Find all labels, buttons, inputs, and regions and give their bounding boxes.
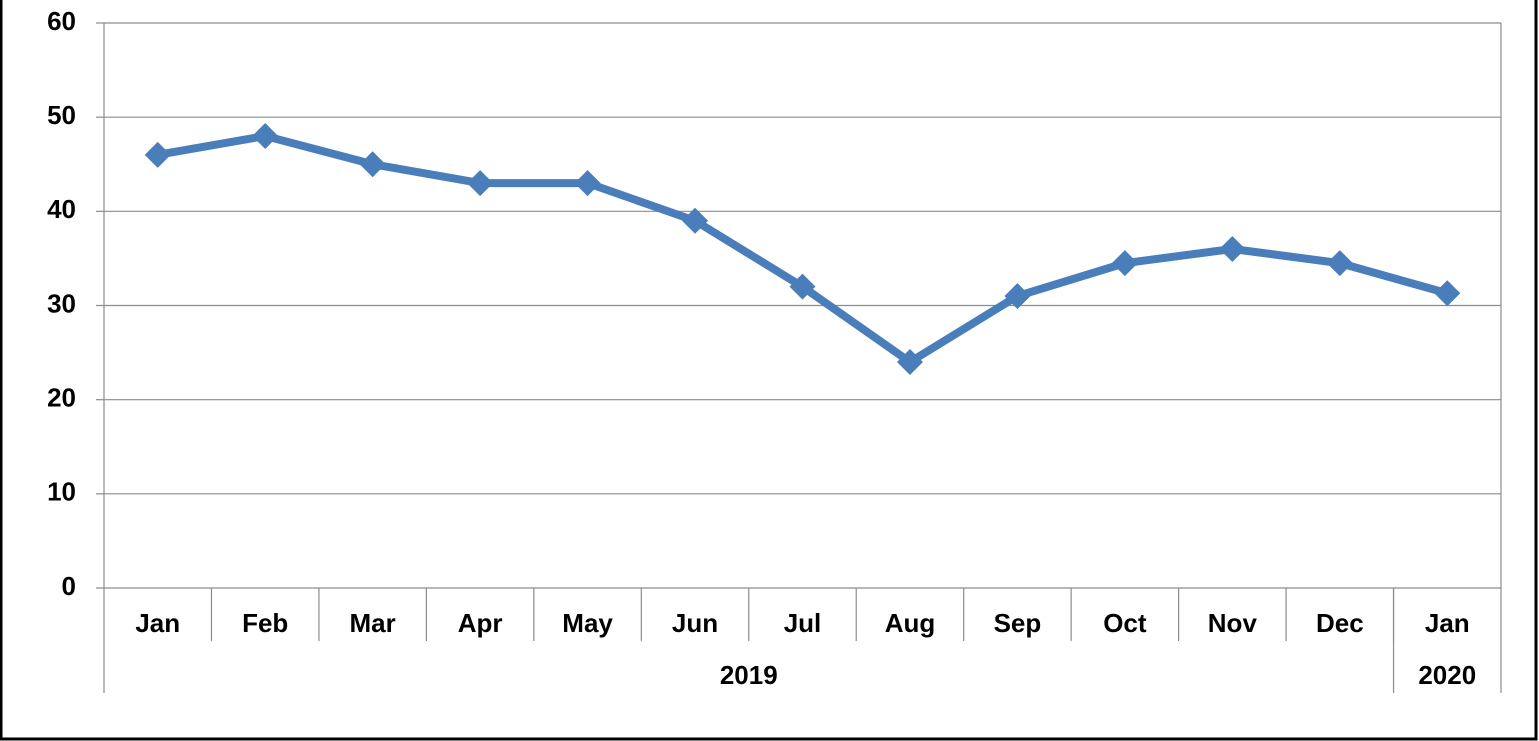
group-label: 2019 — [720, 660, 778, 690]
point-marker — [252, 123, 279, 149]
point-marker — [682, 207, 709, 234]
point-marker — [359, 151, 386, 178]
x-tick-label: Apr — [458, 608, 503, 638]
x-tick-label: Jul — [784, 608, 822, 638]
point-marker — [467, 170, 494, 197]
point-marker — [1111, 250, 1138, 277]
group-label: 2020 — [1418, 660, 1476, 690]
x-tick-label: Dec — [1316, 608, 1364, 638]
x-tick-label: Aug — [885, 608, 936, 638]
point-marker — [789, 273, 816, 300]
y-tick-label: 20 — [47, 383, 76, 413]
point-marker — [1434, 280, 1461, 307]
y-tick-label: 60 — [47, 6, 76, 36]
y-tick-label: 10 — [47, 477, 76, 507]
x-tick-label: Sep — [994, 608, 1042, 638]
point-marker — [1326, 250, 1353, 277]
x-tick-label: Jan — [1425, 608, 1470, 638]
point-marker — [144, 141, 171, 168]
point-marker — [1219, 236, 1246, 262]
x-tick-label: Feb — [242, 608, 288, 638]
point-marker — [574, 170, 601, 197]
x-tick-label: Jun — [672, 608, 718, 638]
point-marker — [896, 349, 923, 375]
x-tick-label: May — [562, 608, 613, 638]
x-tick-label: Nov — [1208, 608, 1258, 638]
series-line — [157, 132, 1449, 366]
x-tick-label: Oct — [1103, 608, 1147, 638]
x-tick-label: Jan — [135, 608, 180, 638]
y-tick-label: 40 — [47, 194, 76, 224]
y-tick-label: 0 — [62, 571, 76, 601]
point-marker — [1004, 283, 1031, 310]
y-tick-label: 30 — [47, 288, 76, 318]
x-tick-label: Mar — [350, 608, 396, 638]
y-tick-label: 50 — [47, 100, 76, 130]
